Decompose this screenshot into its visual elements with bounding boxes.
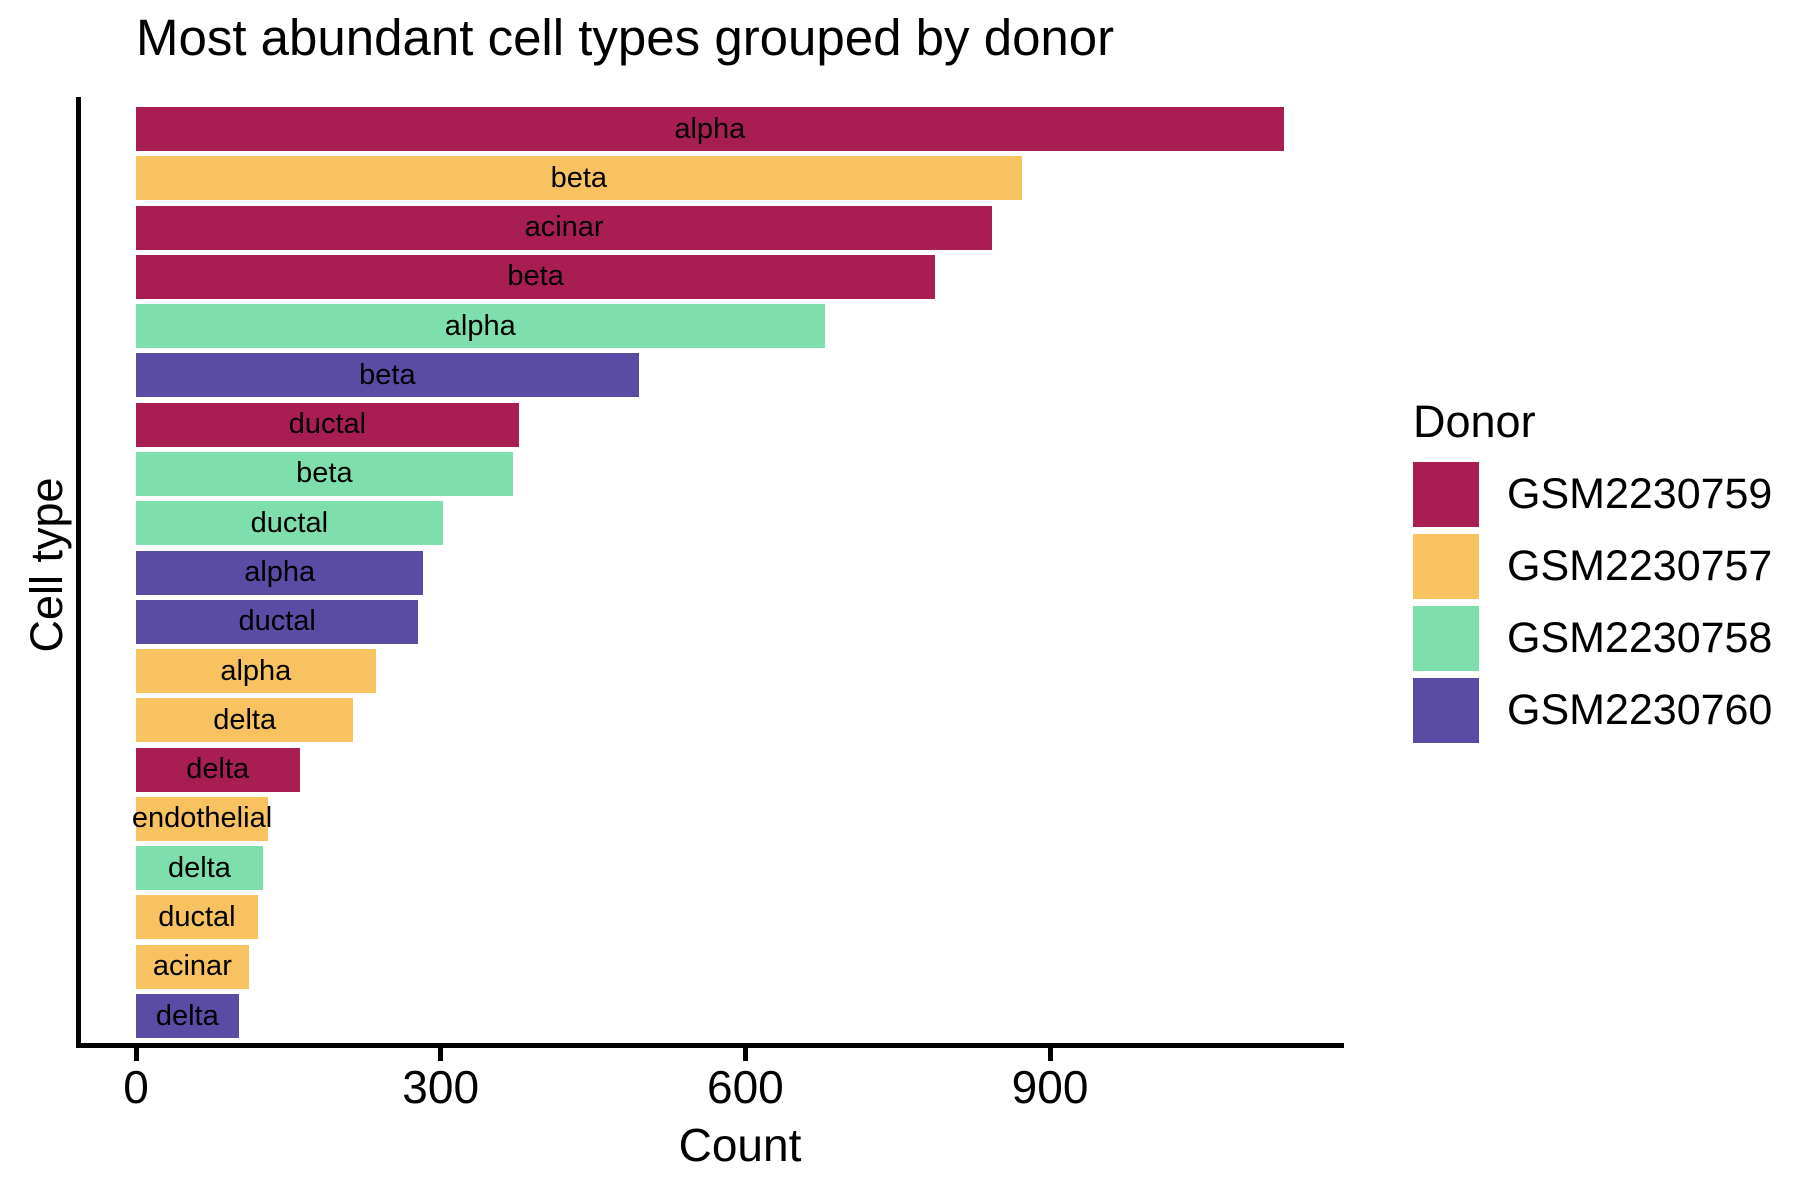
bar-GSM2230759-beta: beta [136, 254, 936, 299]
bar-label: ductal [238, 605, 316, 638]
bar-GSM2230759-ductal: ductal [136, 402, 519, 447]
x-axis-label: Count [678, 1119, 802, 1171]
bar-GSM2230757-ductal: ductal [136, 895, 258, 940]
chart-title: Most abundant cell types grouped by dono… [136, 9, 1115, 66]
legend-label: GSM2230758 [1507, 614, 1773, 662]
bar-GSM2230760-beta: beta [136, 353, 639, 398]
y-axis-spine [76, 97, 81, 1048]
bar-GSM2230758-ductal: ductal [136, 501, 443, 546]
legend-swatch [1413, 462, 1479, 527]
bar-label: acinar [524, 211, 604, 244]
legend-title: Donor [1413, 396, 1536, 447]
x-tick [742, 1048, 748, 1061]
legend-row: GSM2230759 [1413, 462, 1772, 527]
legend-label: GSM2230759 [1507, 470, 1773, 518]
bar-label: endothelial [131, 802, 273, 835]
bar-GSM2230759-delta: delta [136, 747, 300, 792]
bar-GSM2230757-delta: delta [136, 698, 354, 743]
legend-row: GSM2230757 [1413, 534, 1772, 599]
legend-row: GSM2230760 [1413, 678, 1772, 743]
bar-GSM2230757-endothelial: endothelial [132, 796, 272, 841]
bar-label: acinar [152, 950, 232, 983]
legend-label: GSM2230760 [1507, 686, 1773, 734]
legend-label: GSM2230757 [1507, 542, 1773, 590]
bar-GSM2230758-alpha: alpha [136, 304, 825, 349]
bar-GSM2230757-acinar: acinar [136, 944, 249, 989]
bar-label: ductal [158, 900, 236, 933]
bar-label: alpha [220, 654, 292, 687]
bar-label: alpha [244, 556, 316, 589]
bar-label: beta [550, 161, 608, 194]
bar-label: delta [155, 999, 219, 1032]
bar-label: delta [186, 753, 250, 786]
bar-label: beta [507, 260, 564, 293]
bar-GSM2230760-delta: delta [136, 994, 239, 1039]
legend: Donor GSM2230759 GSM2230757 GSM2230758 GSM2… [1413, 396, 1772, 750]
x-tick-label: 0 [123, 1061, 149, 1113]
bar-label: delta [213, 703, 277, 736]
x-axis-spine [76, 1043, 1344, 1048]
bar-GSM2230759-acinar: acinar [136, 205, 993, 250]
y-axis-label: Cell type [21, 477, 72, 653]
x-tick-label: 600 [706, 1061, 784, 1113]
x-tick-label: 300 [402, 1061, 480, 1113]
bar-GSM2230758-beta: beta [136, 451, 513, 496]
bar-GSM2230760-ductal: ductal [136, 599, 419, 644]
bar-label: alpha [444, 309, 516, 342]
x-tick [438, 1048, 444, 1061]
x-tick [133, 1048, 139, 1061]
bar-GSM2230759-alpha: alpha [136, 107, 1284, 151]
legend-entries: GSM2230759 GSM2230757 GSM2230758 GSM2230760 [1413, 462, 1772, 743]
bar-GSM2230757-beta: beta [136, 156, 1022, 201]
x-tick [1047, 1048, 1053, 1061]
x-tick-label: 900 [1011, 1061, 1089, 1113]
bar-GSM2230760-alpha: alpha [136, 550, 424, 595]
legend-swatch [1413, 534, 1479, 599]
bar-label: beta [359, 358, 416, 391]
bar-GSM2230757-alpha: alpha [136, 649, 376, 694]
bar-label: delta [168, 851, 231, 884]
bar-GSM2230758-delta: delta [136, 846, 263, 891]
legend-swatch [1413, 606, 1479, 671]
legend-row: GSM2230758 [1413, 606, 1772, 671]
bar-label: beta [296, 457, 353, 490]
bar-label: alpha [674, 112, 746, 145]
bar-label: ductal [288, 408, 367, 441]
legend-swatch [1413, 678, 1479, 743]
bar-label: ductal [250, 506, 329, 539]
